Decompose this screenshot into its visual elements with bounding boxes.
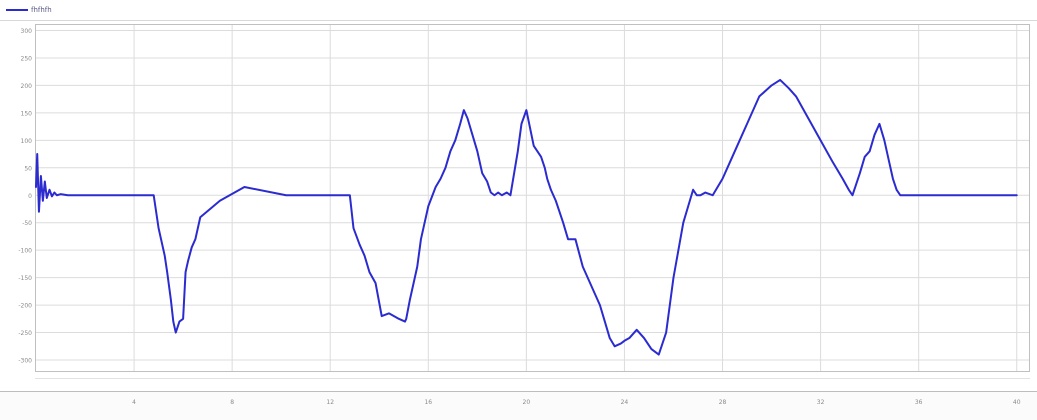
y-tick-label: -300 [18, 358, 32, 365]
series-layer [35, 78, 1018, 356]
x-tick-label: 4 [132, 399, 136, 406]
y-tick-label: 50 [24, 165, 32, 172]
y-axis-ticks: 300 250 200 150 100 50 0 -50 -100 -150 -200 -250 -30… [18, 28, 32, 365]
chart-legend: fhfhfh [6, 4, 52, 16]
legend-line-swatch [6, 9, 28, 11]
x-tick-label: 12 [326, 399, 334, 406]
y-tick-label: 250 [21, 55, 33, 62]
y-tick-label: -250 [18, 330, 32, 337]
legend-label: fhfhfh [31, 6, 52, 14]
grid-lines [36, 25, 1029, 371]
x-axis-strip [0, 391, 1037, 420]
y-tick-label: -100 [18, 248, 32, 255]
overview-scrollbar[interactable] [35, 378, 1030, 387]
x-tick-label: 24 [621, 399, 629, 406]
y-tick-label: 200 [21, 83, 33, 90]
x-tick-label: 16 [424, 399, 432, 406]
y-tick-label: 0 [28, 193, 32, 200]
x-tick-label: 28 [719, 399, 727, 406]
x-tick-label: 40 [1013, 399, 1021, 406]
y-tick-label: 100 [21, 138, 33, 145]
y-tick-label: -150 [18, 275, 32, 282]
x-tick-label: 8 [230, 399, 234, 406]
y-tick-label: -200 [18, 303, 32, 310]
y-tick-label: 150 [21, 110, 33, 117]
plot-area[interactable] [35, 24, 1030, 372]
header-divider [0, 20, 1037, 21]
x-tick-label: 36 [915, 399, 923, 406]
y-tick-label: -50 [22, 220, 32, 227]
y-tick-label: 300 [21, 28, 33, 35]
x-tick-label: 20 [523, 399, 531, 406]
series-line-fhfhfh [35, 78, 1018, 356]
x-tick-label: 32 [817, 399, 825, 406]
x-axis-ticks: 4812162024283236404448 [132, 399, 1021, 406]
